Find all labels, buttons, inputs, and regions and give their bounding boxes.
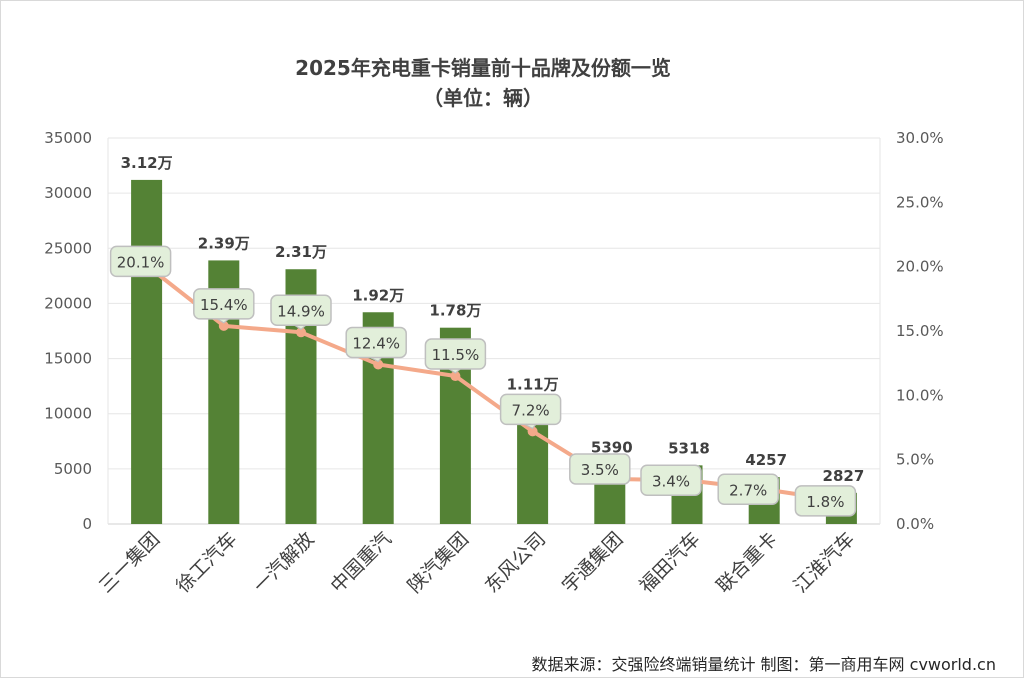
bar-value-label: 5390 bbox=[591, 439, 633, 457]
share-callout: 3.5% bbox=[569, 453, 631, 485]
bar-value-label: 2827 bbox=[823, 467, 865, 485]
category-label: 徐工汽车 bbox=[172, 528, 241, 597]
share-value-label: 3.4% bbox=[652, 472, 690, 490]
callout-box bbox=[424, 338, 487, 370]
y2-tick-label: 10.0% bbox=[896, 386, 944, 404]
bar-value-label: 1.92万 bbox=[352, 286, 404, 304]
bar-value-label: 2.31万 bbox=[275, 243, 327, 261]
bar-value-labels: 3.12万 2.39万 2.31万 1.92万 1.78万 1.11万 5390 5318 42… bbox=[121, 154, 865, 485]
chart-subtitle: （单位：辆） bbox=[423, 86, 543, 110]
y-tick-label: 30000 bbox=[44, 184, 92, 202]
y-tick-label: 10000 bbox=[44, 405, 92, 423]
category-label: 东风公司 bbox=[481, 528, 550, 597]
category-label: 中国重汽 bbox=[326, 528, 395, 597]
share-value-label: 14.9% bbox=[277, 302, 325, 320]
chart-title: 2025年充电重卡销量前十品牌及份额一览 bbox=[295, 56, 671, 80]
share-value-label: 15.4% bbox=[200, 296, 248, 314]
share-callout: 14.9% bbox=[270, 294, 332, 331]
category-label: 福田汽车 bbox=[635, 528, 704, 597]
share-value-label: 12.4% bbox=[352, 334, 400, 352]
bar-value-label: 2.39万 bbox=[198, 234, 250, 252]
share-value-label: 2.7% bbox=[729, 481, 767, 499]
y2-tick-label: 20.0% bbox=[896, 258, 944, 276]
callout-box bbox=[569, 453, 631, 485]
share-callout: 3.4% bbox=[640, 464, 702, 497]
y-tick-label: 15000 bbox=[44, 350, 92, 368]
share-callout: 1.8% bbox=[794, 485, 857, 517]
y-axis-right: 0.0% 5.0% 10.0% 15.0% 20.0% 25.0% 30.0% bbox=[896, 129, 944, 533]
share-value-label: 1.8% bbox=[806, 493, 844, 511]
y-tick-label: 25000 bbox=[44, 239, 92, 257]
share-callout: 2.7% bbox=[717, 473, 779, 506]
y-tick-label: 35000 bbox=[44, 129, 92, 147]
share-value-label: 3.5% bbox=[581, 461, 619, 479]
bar-value-label: 1.11万 bbox=[507, 376, 559, 394]
x-axis-categories: 三一集团 徐工汽车 一汽解放 中国重汽 陕汽集团 东风公司 宇通集团 福田汽车 联合重卡 江淮汽车 bbox=[95, 528, 859, 597]
bar-value-label: 5318 bbox=[668, 439, 710, 457]
category-label: 江淮汽车 bbox=[790, 528, 859, 597]
y2-tick-label: 5.0% bbox=[896, 451, 934, 469]
y-axis-left: 0 5000 10000 15000 20000 25000 30000 35000 bbox=[44, 129, 92, 533]
callout-box bbox=[109, 245, 172, 278]
share-point bbox=[218, 320, 229, 331]
y2-tick-label: 0.0% bbox=[896, 515, 934, 533]
share-callout: 20.1% bbox=[109, 245, 172, 278]
share-point bbox=[450, 371, 461, 382]
category-label: 联合重卡 bbox=[712, 528, 781, 597]
bar-value-label: 3.12万 bbox=[121, 154, 173, 172]
bar-value-label: 4257 bbox=[745, 451, 787, 469]
share-point bbox=[373, 359, 384, 370]
y-tick-label: 5000 bbox=[54, 460, 92, 478]
callout-box bbox=[640, 464, 702, 497]
category-label: 宇通集团 bbox=[558, 528, 627, 597]
y-tick-label: 0 bbox=[82, 515, 92, 533]
y-tick-label: 20000 bbox=[44, 294, 92, 312]
share-callouts: 20.1% 15.4% 14.9% 12.4% 11.5% 7.2% 3.5% 3.4% 2.7… bbox=[109, 245, 857, 517]
share-point bbox=[296, 327, 306, 338]
callout-box bbox=[193, 288, 255, 320]
callout-box bbox=[717, 473, 779, 506]
callout-box bbox=[270, 294, 332, 327]
bar-value-label: 1.78万 bbox=[429, 302, 481, 320]
category-label: 一汽解放 bbox=[249, 528, 318, 597]
share-callout: 11.5% bbox=[424, 338, 487, 374]
callout-box bbox=[794, 485, 857, 517]
share-callout: 15.4% bbox=[193, 288, 255, 324]
callout-box bbox=[345, 326, 407, 359]
share-callout: 7.2% bbox=[499, 393, 562, 430]
y2-tick-label: 15.0% bbox=[896, 322, 944, 340]
category-label: 陕汽集团 bbox=[404, 528, 473, 597]
bar bbox=[131, 179, 163, 524]
bar-series bbox=[131, 179, 857, 524]
y2-tick-label: 30.0% bbox=[896, 129, 944, 147]
source-note: 数据来源：交强险终端销量统计 制图：第一商用车网 cvworld.cn bbox=[531, 655, 996, 674]
share-value-label: 7.2% bbox=[512, 401, 550, 419]
share-callout: 12.4% bbox=[345, 326, 407, 363]
callout-box bbox=[499, 393, 562, 426]
y2-tick-label: 25.0% bbox=[896, 193, 944, 211]
share-value-label: 20.1% bbox=[117, 253, 165, 271]
category-label: 三一集团 bbox=[95, 528, 164, 597]
share-value-label: 11.5% bbox=[432, 346, 480, 364]
share-point bbox=[527, 426, 538, 437]
